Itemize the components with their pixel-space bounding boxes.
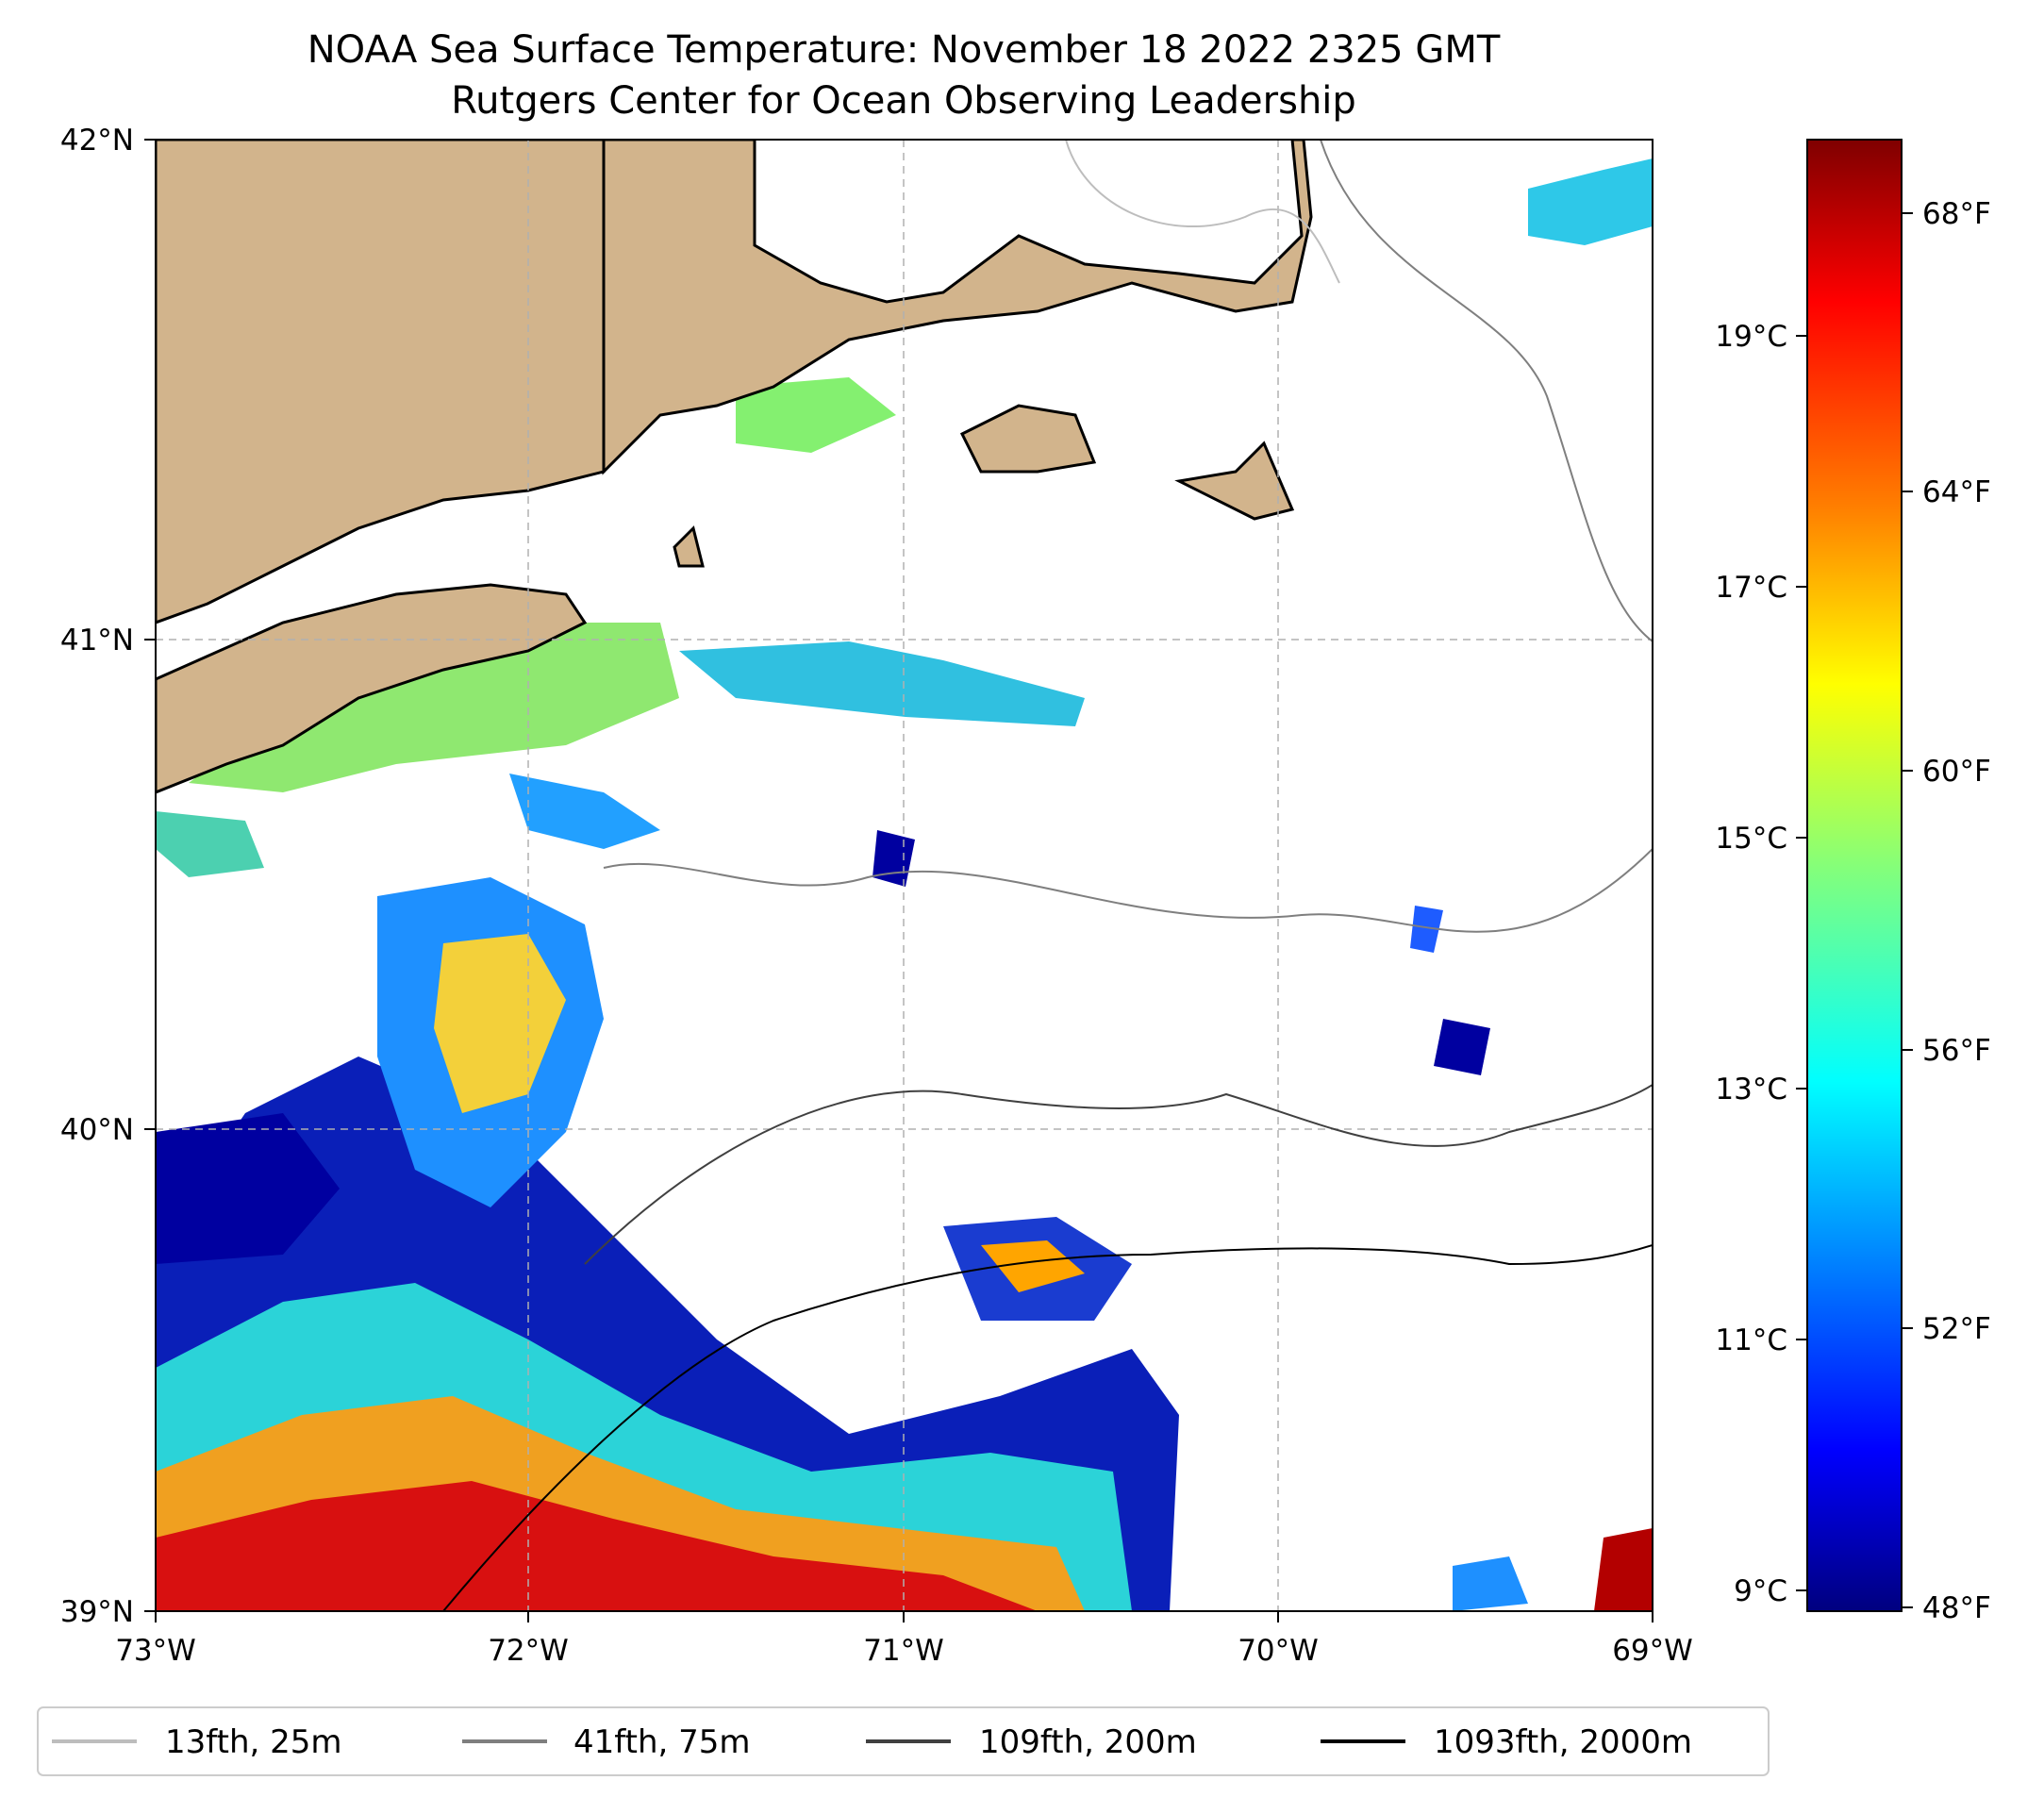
celsius-tick-9: 9°C: [1734, 1574, 1787, 1608]
title-line-2: Rutgers Center for Ocean Observing Leade…: [451, 79, 1356, 123]
legend-label-75m: 41fth, 75m: [573, 1723, 751, 1761]
celsius-tick-11: 11°C: [1715, 1323, 1787, 1357]
lat-tick-42: 42°N: [60, 124, 134, 158]
lat-ticks: 42°N 41°N 40°N 39°N: [60, 124, 156, 1629]
celsius-tick-13: 13°C: [1715, 1073, 1787, 1106]
contour-75m: [1320, 140, 1653, 642]
contour-75m-south: [603, 848, 1653, 933]
fahrenheit-tick-60: 60°F: [1922, 755, 1991, 789]
fahrenheit-tick-48: 48°F: [1922, 1591, 1991, 1625]
celsius-tick-19: 19°C: [1715, 320, 1787, 354]
map-panel: [156, 140, 1653, 1611]
contour-25m: [1065, 140, 1340, 284]
contour-200m: [584, 1084, 1653, 1265]
title-line-1: NOAA Sea Surface Temperature: November 1…: [307, 28, 1501, 72]
lon-tick-70: 70°W: [1238, 1634, 1319, 1668]
lat-tick-40: 40°N: [60, 1113, 134, 1147]
colorbar-fahrenheit-ticks: 68°F 64°F 60°F 56°F 52°F 48°F: [1902, 197, 1991, 1625]
gridlines: [156, 140, 1653, 1611]
lat-tick-39: 39°N: [60, 1595, 134, 1629]
celsius-tick-17: 17°C: [1715, 571, 1787, 605]
legend: 13fth, 25m 41fth, 75m 109fth, 200m 1093f…: [37, 1706, 1770, 1776]
colorbar: 19°C 17°C 15°C 13°C 11°C 9°C 68°F 64°F 6…: [1715, 139, 1991, 1625]
colorbar-gradient: [1806, 139, 1903, 1612]
lon-tick-71: 71°W: [863, 1634, 944, 1668]
fahrenheit-tick-68: 68°F: [1922, 197, 1991, 231]
lon-tick-69: 69°W: [1612, 1634, 1693, 1668]
celsius-tick-15: 15°C: [1715, 822, 1787, 856]
lon-tick-72: 72°W: [488, 1634, 569, 1668]
colorbar-celsius-ticks: 19°C 17°C 15°C 13°C 11°C 9°C: [1715, 320, 1807, 1608]
legend-label-2000m: 1093fth, 2000m: [1434, 1723, 1692, 1761]
legend-label-200m: 109fth, 200m: [979, 1723, 1197, 1761]
fahrenheit-tick-64: 64°F: [1922, 475, 1991, 509]
land-masses: [156, 140, 1313, 794]
contour-2000m: [442, 1244, 1653, 1611]
lon-ticks: 73°W 72°W 71°W 70°W 69°W: [115, 1611, 1693, 1668]
fahrenheit-tick-56: 56°F: [1922, 1034, 1991, 1068]
lat-tick-41: 41°N: [60, 624, 134, 657]
fahrenheit-tick-52: 52°F: [1922, 1312, 1991, 1346]
legend-label-25m: 13fth, 25m: [165, 1723, 342, 1761]
lon-tick-73: 73°W: [115, 1634, 196, 1668]
